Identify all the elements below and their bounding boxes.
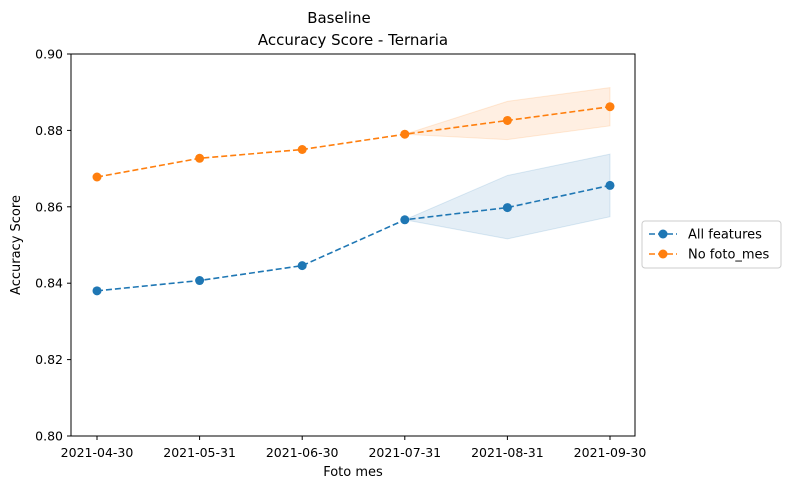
no-foto-mes-point [92, 172, 102, 182]
all-features-point [195, 276, 205, 286]
x-tick-label: 2021-05-31 [163, 445, 236, 460]
legend: All features No foto_mes [641, 220, 782, 269]
y-tick-label: 0.90 [35, 47, 63, 62]
x-tick-label: 2021-09-30 [574, 445, 647, 460]
all-features-legend-marker [658, 229, 668, 239]
x-tick-label: 2021-06-30 [266, 445, 339, 460]
no-foto-mes-confidence-band [404, 87, 611, 141]
legend-label: No foto_mes [688, 248, 770, 263]
all-features-point [297, 261, 307, 271]
y-tick-label: 0.82 [35, 352, 63, 367]
all-features-point [605, 180, 615, 190]
all-features-confidence-band [403, 153, 611, 240]
legend-label: All features [688, 228, 762, 243]
y-tick-label: 0.88 [35, 123, 63, 138]
no-foto-mes-series-line [96, 105, 611, 178]
x-tick-label: 2021-04-30 [61, 445, 134, 460]
y-tick-label: 0.84 [35, 276, 63, 291]
y-axis-label: Accuracy Score [9, 195, 24, 295]
x-tick-label: 2021-07-31 [368, 445, 441, 460]
legend-frame [641, 220, 782, 269]
x-tick-label: 2021-08-31 [471, 445, 544, 460]
y-tick-label: 0.80 [35, 429, 63, 444]
no-foto-mes-point [195, 153, 205, 163]
plot-area-frame [70, 53, 636, 437]
no-foto-mes-point [297, 145, 307, 154]
no-foto-mes-point [502, 115, 512, 125]
no-foto-mes-point [605, 102, 615, 112]
all-features-point [502, 203, 512, 213]
no-foto-mes-legend-marker [658, 249, 668, 259]
all-features-point [92, 286, 102, 296]
no-foto-mes-point [400, 129, 410, 139]
y-tick-label: 0.86 [35, 199, 63, 214]
all-features-series-line [96, 184, 611, 292]
all-features-point [400, 215, 410, 225]
chart-subtitle: Accuracy Score - Ternaria [258, 31, 448, 49]
chart-title: Baseline [307, 9, 371, 27]
x-axis-label: Foto mes [323, 465, 383, 480]
